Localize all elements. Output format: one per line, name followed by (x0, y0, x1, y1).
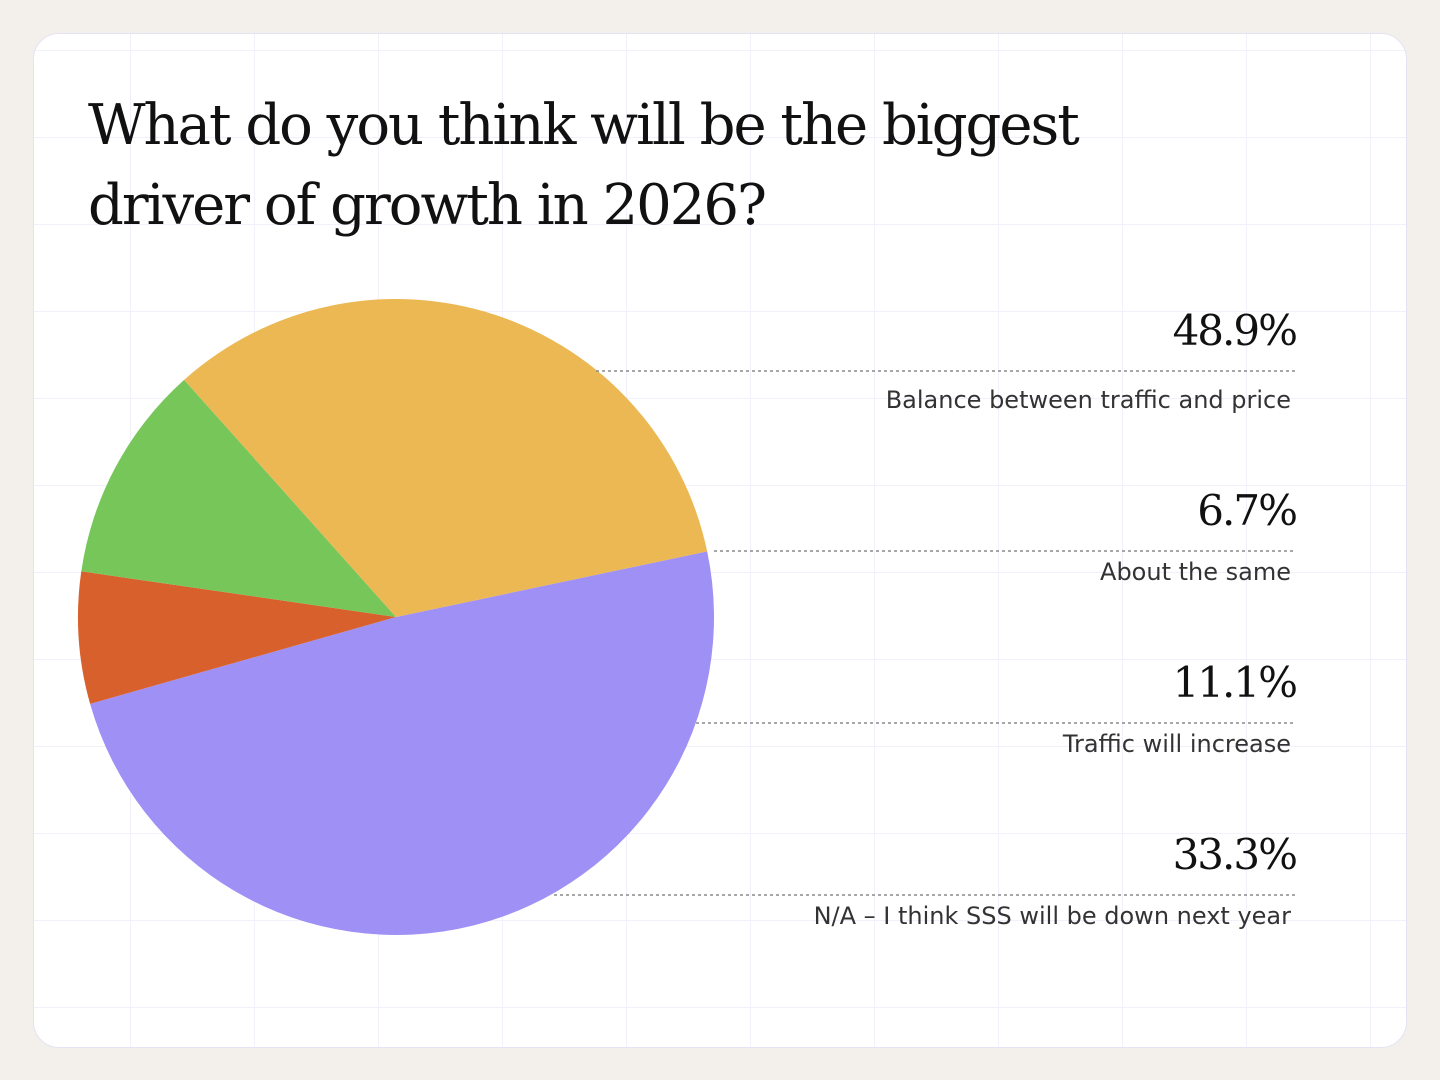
chart-card: What do you think will be the biggest dr… (33, 33, 1407, 1048)
slice-label-na: N/A – I think SSS will be down next year (813, 902, 1291, 930)
pie-slice-traffic (81, 379, 397, 617)
pie-chart (78, 298, 1296, 936)
pie-slice-na (184, 298, 708, 617)
slice-value-same: 6.7% (1197, 486, 1298, 535)
slice-value-balance: 48.9% (1172, 306, 1298, 355)
pie-slice-same (78, 571, 397, 704)
slice-label-balance: Balance between traffic and price (885, 386, 1291, 414)
slice-value-na: 33.3% (1172, 830, 1298, 879)
slice-label-traffic: Traffic will increase (1062, 730, 1291, 758)
pie-slice-balance (90, 551, 715, 936)
slice-value-traffic: 11.1% (1172, 658, 1298, 707)
chart-title: What do you think will be the biggest dr… (88, 93, 1080, 238)
slice-label-same: About the same (1100, 558, 1291, 586)
